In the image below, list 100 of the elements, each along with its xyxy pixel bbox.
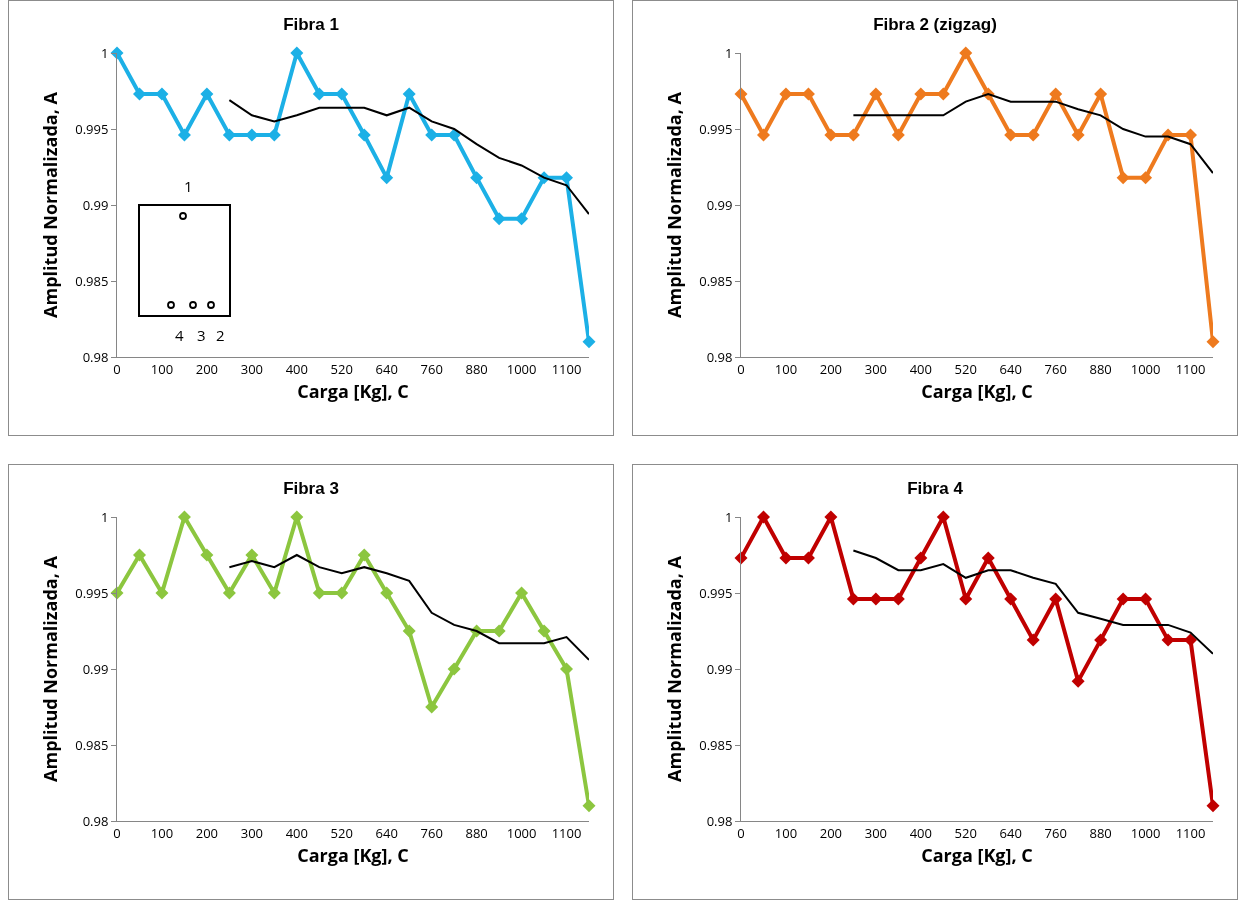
point [1094,633,1108,647]
x-tick-label: 300 [240,823,264,842]
annotation: 4 [175,325,184,345]
point [425,700,439,714]
x-tick-label: 1000 [506,359,537,378]
point [756,510,770,524]
point [560,662,574,676]
x-axis-title: Carga [Kg], C [297,378,409,403]
y-tick-label: 0.99 [706,195,733,214]
point [200,548,214,562]
point [222,128,236,142]
x-tick-label: 0 [113,359,121,378]
y-tick-label: 1 [100,507,109,526]
x-tick-label: 1100 [1175,823,1206,842]
x-tick-label: 100 [150,823,174,842]
x-tick-label: 300 [864,359,888,378]
x-tick-label: 1100 [1175,359,1206,378]
y-tick-label: 0.985 [699,271,733,290]
y-tick-label: 0.98 [82,811,109,830]
x-tick-label: 1000 [1130,359,1161,378]
point [200,87,214,101]
point [177,510,191,524]
x-tick-label: 880 [1089,359,1112,378]
x-tick-label: 400 [909,823,932,842]
point [312,87,326,101]
y-axis-title: Amplitud Normalizada, A [38,555,63,782]
point [132,548,146,562]
point [846,592,860,606]
x-tick-label: 760 [420,359,443,378]
x-tick-label: 100 [774,359,798,378]
x-tick-label: 520 [954,359,977,378]
point [1116,592,1130,606]
point [222,586,236,600]
x-tick-label: 1100 [551,359,582,378]
point [335,87,349,101]
point [357,548,371,562]
point [1049,87,1063,101]
point [515,586,529,600]
point [1206,799,1220,813]
point [914,551,928,565]
point [132,87,146,101]
y-tick-label: 0.995 [75,583,109,602]
y-tick-label: 0.99 [82,195,109,214]
x-tick-label: 0 [737,359,745,378]
point [447,128,461,142]
x-tick-label: 200 [195,823,219,842]
x-tick-label: 880 [465,359,488,378]
annotation: 2 [216,325,225,345]
x-tick-label: 400 [909,359,932,378]
x-tick-label: 880 [465,823,488,842]
point [312,586,326,600]
point [335,586,349,600]
x-tick-label: 200 [195,359,219,378]
point [869,592,883,606]
line-series [228,99,589,216]
point [1026,128,1040,142]
point [267,586,281,600]
point [891,128,905,142]
annotation: 3 [197,325,206,345]
point [959,592,973,606]
x-tick-label: 760 [1044,359,1067,378]
y-tick-label: 0.98 [82,347,109,366]
x-tick-label: 0 [113,823,121,842]
point [245,128,259,142]
point [380,586,394,600]
point [1004,592,1018,606]
point [1139,171,1153,185]
x-tick-label: 640 [999,359,1022,378]
chart-title: Fibra 2 (zigzag) [873,15,997,35]
x-tick-label: 520 [954,823,977,842]
point [290,46,304,60]
y-tick-label: 0.995 [75,119,109,138]
y-axis-title: Amplitud Normalizada, A [662,555,687,782]
point [1049,592,1063,606]
point [582,799,596,813]
point [1184,633,1198,647]
x-tick-label: 760 [1044,823,1067,842]
point [869,87,883,101]
point [155,586,169,600]
point [515,212,529,226]
point [245,548,259,562]
point [177,128,191,142]
point [1071,674,1085,688]
line-series [852,549,1213,655]
point [492,624,506,638]
x-tick-label: 520 [330,359,353,378]
y-tick-label: 0.995 [699,119,733,138]
chart-title: Fibra 1 [283,15,339,35]
x-tick-label: 100 [150,359,174,378]
x-axis-title: Carga [Kg], C [921,842,1033,867]
point [380,171,394,185]
y-tick-label: 0.99 [706,659,733,678]
point [779,87,793,101]
point [1161,633,1175,647]
point [492,212,506,226]
point [824,128,838,142]
x-tick-label: 300 [240,359,264,378]
y-tick-label: 0.985 [75,271,109,290]
point [756,128,770,142]
point [537,624,551,638]
